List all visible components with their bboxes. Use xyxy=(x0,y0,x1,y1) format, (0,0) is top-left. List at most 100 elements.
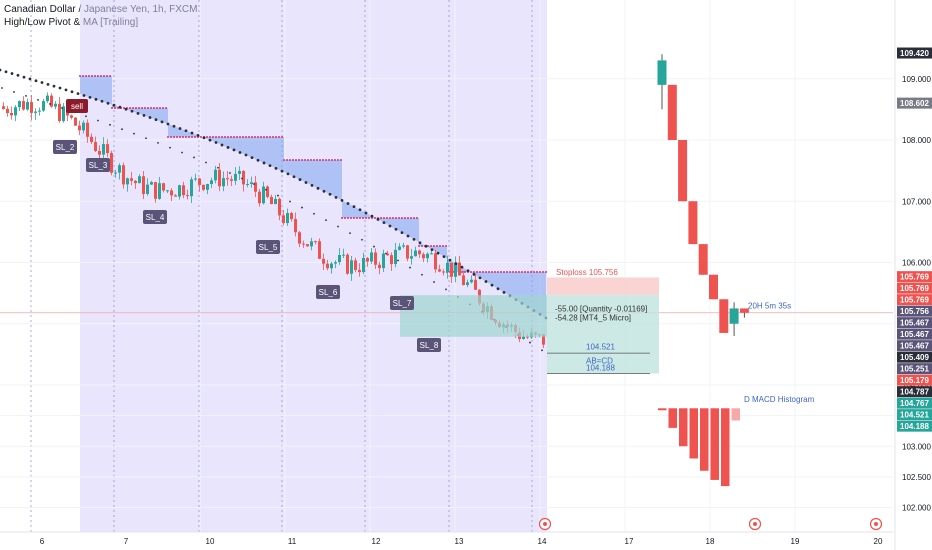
price-label-bg xyxy=(897,282,932,294)
ma-fast-dot xyxy=(13,91,15,93)
ma-fast-dot xyxy=(169,146,171,149)
ma-fast-dot xyxy=(289,200,291,203)
candle-body xyxy=(254,182,257,192)
candle-body xyxy=(526,336,529,338)
pivot-dot xyxy=(407,217,409,219)
pivot-dot xyxy=(461,271,463,273)
candle-body xyxy=(82,122,85,131)
ma-dot xyxy=(460,265,464,269)
candle-body xyxy=(542,334,545,345)
candle-body xyxy=(14,107,17,116)
candle-body xyxy=(346,254,349,274)
ma-dot xyxy=(196,133,200,137)
ma-dot xyxy=(238,151,242,154)
pivot-dot xyxy=(536,271,538,273)
candle-body xyxy=(719,299,729,333)
ma-dot xyxy=(412,237,416,241)
ma-dot xyxy=(430,248,434,252)
x-tick-label: 10 xyxy=(206,537,215,546)
candle-body xyxy=(170,190,173,196)
x-tick-label: 6 xyxy=(40,537,45,546)
y-tick-label: 102.500 xyxy=(902,473,931,482)
position-pnl: -55.00 [Quantity -0.01169] xyxy=(555,305,647,314)
price-label-bg xyxy=(897,374,932,386)
candle-body xyxy=(290,213,293,220)
ma-dot xyxy=(172,124,176,128)
pivot-dot xyxy=(365,217,367,219)
y-tick-label: 103.000 xyxy=(902,442,931,451)
candle-body xyxy=(162,183,165,191)
candle-body xyxy=(154,182,157,199)
price-label: 108.602 xyxy=(900,99,929,108)
candle-body xyxy=(302,243,305,245)
candle-body xyxy=(62,106,65,121)
session-shade xyxy=(80,0,547,532)
candle-body xyxy=(366,257,369,262)
candle-body xyxy=(398,246,401,250)
ma-fast-dot xyxy=(529,341,531,344)
candle-body xyxy=(334,262,337,264)
ma-dot xyxy=(0,68,2,72)
ma-dot xyxy=(454,262,458,266)
pivot-dot xyxy=(433,245,435,247)
sell-label: sell xyxy=(71,102,83,111)
price-label: 105.756 xyxy=(900,307,929,316)
price-label: 105.467 xyxy=(900,330,929,339)
pivot-dot xyxy=(404,217,406,219)
macd-bar xyxy=(689,408,698,459)
pivot-dot xyxy=(212,136,214,138)
pivot-dot xyxy=(344,217,346,219)
candle-body xyxy=(98,151,101,155)
pivot-dot xyxy=(260,136,262,138)
candle-body xyxy=(94,142,97,152)
candle-body xyxy=(198,178,201,185)
ma-dot xyxy=(100,99,104,103)
target-zone xyxy=(547,295,659,374)
pivot-dot xyxy=(215,136,217,138)
pivot-dot xyxy=(132,107,134,109)
pivot-dot xyxy=(356,217,358,219)
pivot-dot xyxy=(100,75,102,77)
pivot-dot xyxy=(340,159,342,161)
pivot-dot xyxy=(156,107,158,109)
pivot-dot xyxy=(109,75,111,77)
candle-body xyxy=(370,252,373,262)
pivot-dot xyxy=(91,75,93,77)
candle-body xyxy=(242,170,245,185)
pivot-dot xyxy=(117,107,119,109)
pivot-dot xyxy=(527,271,529,273)
ma-dot xyxy=(502,290,506,294)
price-label-bg xyxy=(897,386,932,398)
sl-label-bg xyxy=(143,210,167,224)
candle-body xyxy=(438,269,441,272)
ma-dot xyxy=(322,189,326,193)
candle-body xyxy=(38,110,41,112)
pivot-dot xyxy=(479,271,481,273)
pivot-dot xyxy=(286,159,288,161)
price-label-bg xyxy=(897,47,932,59)
ma-dot xyxy=(118,105,122,109)
ma-dot xyxy=(490,283,494,287)
pivot-dot xyxy=(482,271,484,273)
ma-dot xyxy=(358,208,362,212)
candle-body xyxy=(90,136,93,143)
ma-fast-dot xyxy=(157,141,159,144)
pivot-dot xyxy=(401,217,403,219)
candle-body xyxy=(262,186,265,204)
pivot-dot xyxy=(188,136,190,138)
abcd-price-1: 104.521 xyxy=(586,342,615,351)
ma-dot xyxy=(82,94,86,97)
candle-body xyxy=(206,184,209,190)
candle-body xyxy=(130,178,133,181)
candle-body xyxy=(50,95,53,107)
candle-body xyxy=(729,308,739,324)
candle-body xyxy=(182,185,185,196)
ma-fast-dot xyxy=(277,194,279,197)
ma-fast-dot xyxy=(349,232,351,235)
ma-fast-dot xyxy=(61,107,63,109)
candle-body xyxy=(338,254,341,263)
pivot-dot xyxy=(445,245,447,247)
pivot-dot xyxy=(94,75,96,77)
pivot-dot xyxy=(319,159,321,161)
